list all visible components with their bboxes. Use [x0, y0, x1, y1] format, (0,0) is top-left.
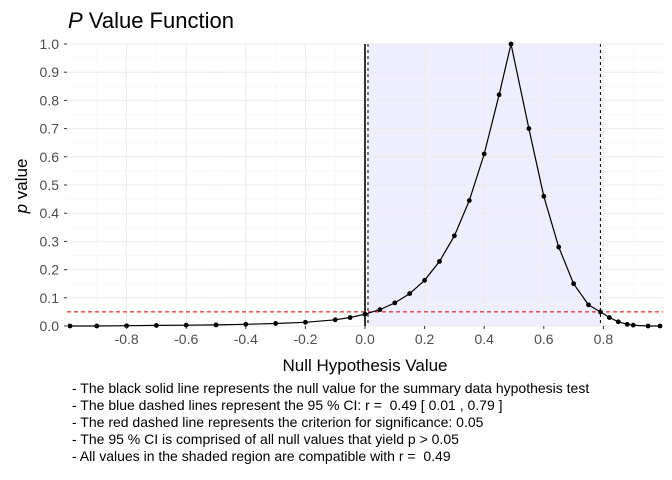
x-tick-label: 0.2: [415, 331, 435, 347]
p-value-curve: [70, 43, 660, 327]
x-tick-label: -0.4: [234, 331, 258, 347]
data-point: [303, 319, 308, 325]
y-tick-label: 0.6: [40, 149, 60, 165]
p-value-chart: P Value Function p value Null Hypothesis…: [12, 8, 663, 375]
y-tick-label: 0.4: [40, 205, 60, 221]
y-tick-label: 0.1: [40, 290, 60, 306]
data-point: [541, 193, 547, 199]
y-axis-label-rest: value: [12, 159, 31, 204]
data-point: [377, 307, 383, 313]
data-point: [362, 311, 368, 317]
x-axis-label: Null Hypothesis Value: [282, 356, 447, 375]
caption-line-null: - The black solid line represents the nu…: [72, 380, 590, 396]
data-point: [183, 322, 189, 328]
caption-line-alpha: - The red dashed line represents the cri…: [72, 414, 484, 430]
data-point: [437, 259, 442, 264]
x-tick-label: -0.6: [174, 331, 198, 347]
data-point: [422, 277, 427, 283]
data-point: [452, 233, 457, 239]
data-point: [94, 323, 100, 329]
data-point: [466, 198, 472, 203]
data-point: [407, 291, 413, 296]
data-point: [571, 281, 576, 287]
y-axis-label: p value: [12, 159, 31, 215]
y-tick-label: 0.0: [40, 318, 60, 334]
y-axis-label-italic: p: [12, 204, 31, 214]
chart-title-rest: Value Function: [83, 8, 234, 33]
data-point: [154, 323, 159, 328]
y-tick-label: 0.9: [40, 64, 60, 80]
data-point: [508, 41, 514, 47]
caption-line-ci-definition: - The 95 % CI is comprised of all null v…: [72, 431, 459, 447]
chart-title-italic: P: [68, 8, 83, 33]
data-point: [67, 323, 73, 329]
data-point: [243, 321, 249, 327]
data-point: [526, 126, 532, 131]
y-tick-label: 0.8: [40, 92, 60, 108]
chart-caption: - The black solid line represents the nu…: [72, 380, 589, 465]
data-point: [392, 300, 398, 306]
data-point: [213, 322, 219, 328]
data-point: [657, 323, 663, 329]
data-point: [124, 323, 129, 329]
caption-line-ci: - The blue dashed lines represent the 95…: [72, 397, 503, 413]
data-point: [606, 315, 612, 320]
data-point: [481, 151, 487, 157]
x-tick-label: 0.4: [474, 331, 494, 347]
data-point: [615, 319, 621, 325]
data-point: [598, 309, 603, 315]
y-tick-label: 0.7: [40, 121, 60, 137]
data-point: [496, 92, 502, 98]
data-point: [630, 322, 636, 328]
data-point: [556, 244, 562, 250]
y-tick-label: 0.2: [40, 262, 60, 278]
data-point: [645, 323, 651, 329]
x-tick-label: 0.6: [534, 331, 554, 347]
y-tick-label: 0.3: [40, 233, 60, 249]
data-point: [273, 321, 278, 326]
plot-panel: [67, 41, 663, 329]
y-tick-label: 0.5: [40, 177, 60, 193]
caption-line-shaded: - All values in the shaded region are co…: [72, 448, 451, 464]
y-axis-label-group: p value: [12, 159, 31, 215]
data-point: [586, 302, 591, 308]
chart-title: P Value Function: [68, 8, 234, 33]
x-tick-label: -0.2: [293, 331, 317, 347]
y-tick-label: 1.0: [40, 36, 60, 52]
data-point: [624, 321, 630, 327]
x-tick-label: 0.8: [594, 331, 614, 347]
data-point: [332, 317, 338, 323]
x-tick-label: -0.8: [115, 331, 139, 347]
x-tick-label: 0.0: [355, 331, 375, 347]
data-point: [347, 315, 353, 320]
